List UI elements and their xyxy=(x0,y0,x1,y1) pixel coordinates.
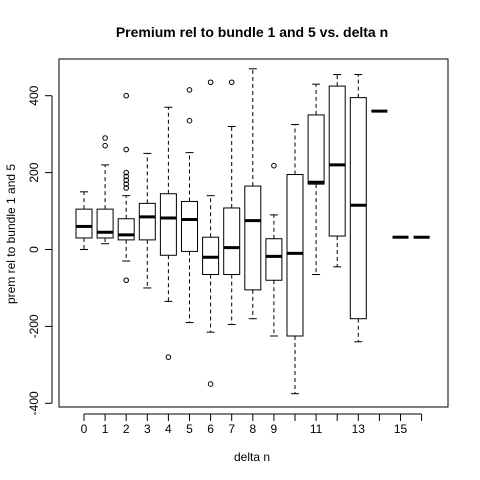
outlier-point xyxy=(123,169,129,176)
box-iqr xyxy=(265,238,283,281)
outlier-point xyxy=(123,177,129,184)
box-iqr xyxy=(244,185,262,291)
outlier-point xyxy=(123,92,129,99)
outlier-point xyxy=(123,181,129,187)
x-tick-label: 5 xyxy=(186,422,193,436)
y-tick-label: -200 xyxy=(27,314,41,338)
chart-title: Premium rel to bundle 1 and 5 vs. delta … xyxy=(116,24,388,40)
box-iqr xyxy=(75,208,93,239)
outlier-point xyxy=(102,135,108,141)
x-tick-label: 3 xyxy=(144,422,151,436)
x-tick-label: 6 xyxy=(207,422,214,436)
box-iqr xyxy=(159,193,177,256)
box-iqr xyxy=(138,202,156,241)
x-tick-label: 2 xyxy=(123,422,130,436)
x-tick-label: 7 xyxy=(228,422,235,436)
outlier-point xyxy=(123,173,129,180)
outlier-point xyxy=(186,87,193,93)
outlier-point xyxy=(123,277,129,284)
box-iqr xyxy=(328,85,346,237)
y-tick-label: -400 xyxy=(27,391,41,415)
x-tick-label: 4 xyxy=(165,422,172,436)
outlier-point xyxy=(228,79,235,86)
x-tick-label: 8 xyxy=(249,422,256,436)
outlier-point xyxy=(102,142,108,149)
outlier-point xyxy=(271,162,277,169)
x-tick-label: 0 xyxy=(81,422,88,436)
box-iqr xyxy=(349,97,367,320)
outlier-point xyxy=(123,146,129,153)
x-tick-label: 1 xyxy=(102,422,109,436)
outlier-point xyxy=(207,79,214,86)
outlier-point xyxy=(186,117,193,124)
x-tick-label: 13 xyxy=(352,422,366,436)
outlier-point xyxy=(165,354,172,360)
y-tick-label: 200 xyxy=(27,162,41,182)
box-iqr xyxy=(307,114,325,185)
box-iqr xyxy=(223,207,241,275)
box-iqr xyxy=(286,174,304,337)
outlier-point xyxy=(207,381,214,387)
x-axis-label: delta n xyxy=(234,450,270,464)
y-tick-label: 0 xyxy=(27,246,41,253)
outlier-point xyxy=(123,185,129,191)
x-tick-label: 11 xyxy=(310,422,323,436)
y-tick-label: 400 xyxy=(27,85,41,105)
box-iqr xyxy=(117,218,135,241)
y-axis-label: prem rel to bundle 1 and 5 xyxy=(4,164,18,304)
x-tick-label: 15 xyxy=(394,422,408,436)
plot-frame xyxy=(58,58,449,408)
x-tick-label: 9 xyxy=(271,422,278,436)
box-iqr xyxy=(181,200,198,252)
